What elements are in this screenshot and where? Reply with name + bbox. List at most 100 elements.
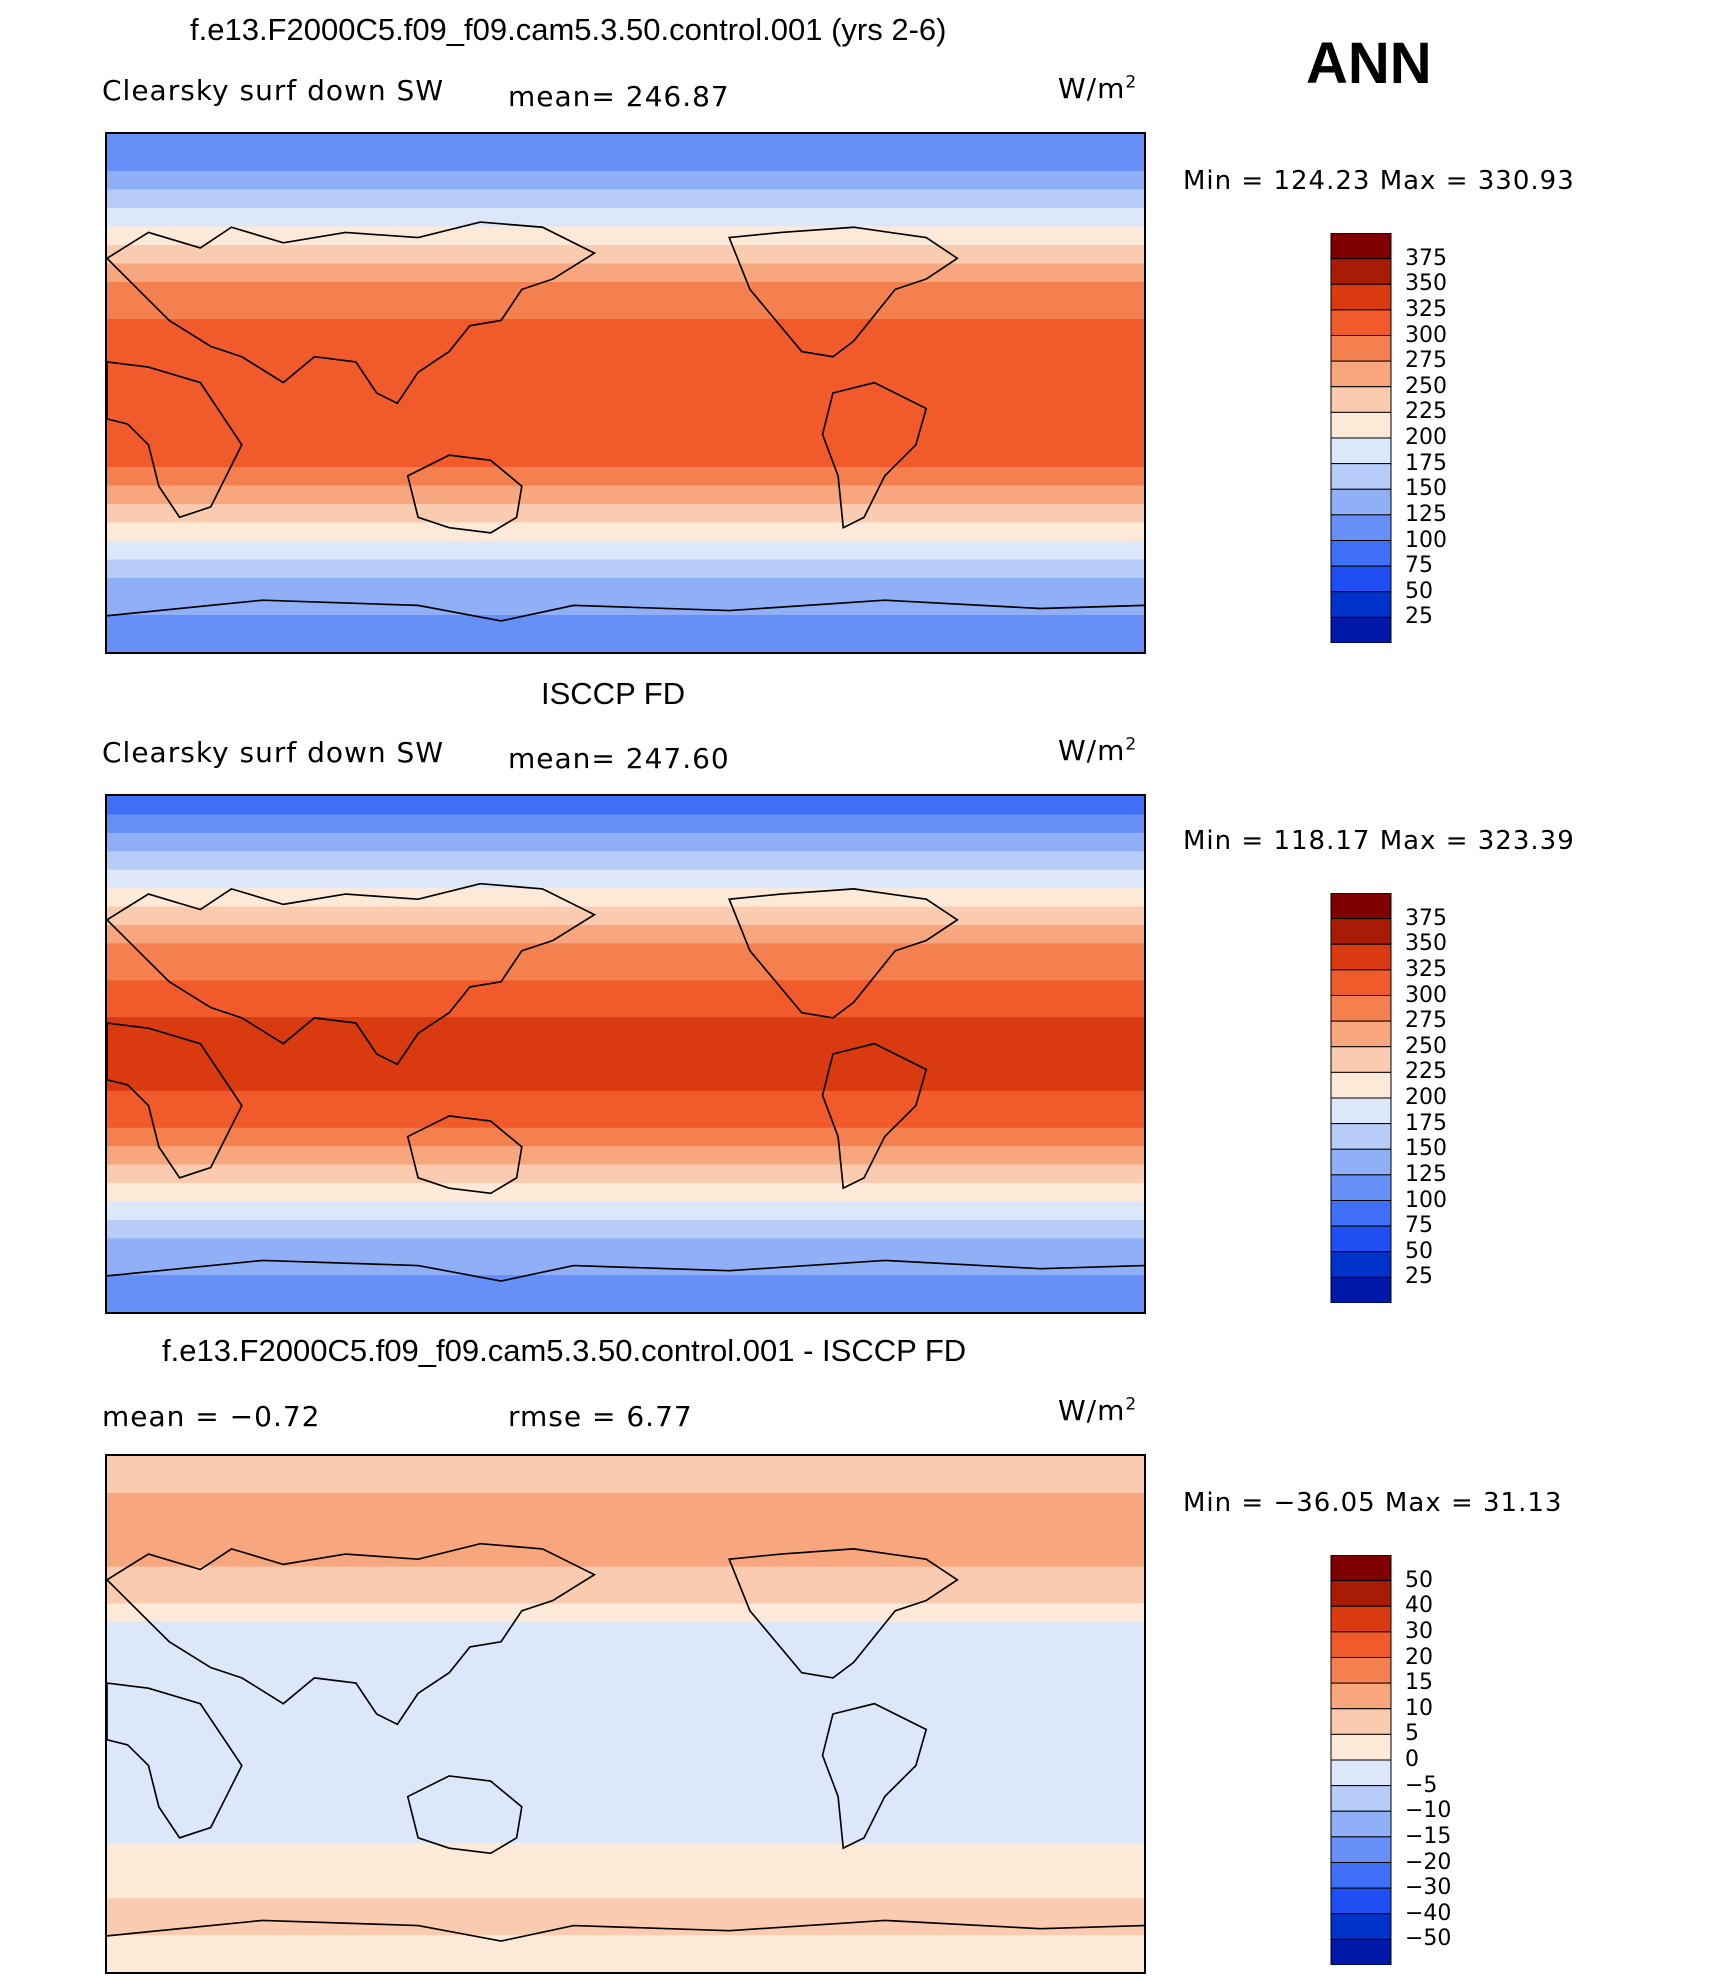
colorbar-tick-label: 5: [1405, 1721, 1419, 1747]
zonal-band: [107, 263, 1144, 283]
colorbar-tick-label: −20: [1405, 1849, 1452, 1875]
colorbar-box: [1330, 1148, 1392, 1176]
zonal-band: [107, 851, 1144, 871]
zonal-band: [107, 170, 1144, 191]
colorbar-tick-label: 100: [1405, 527, 1447, 553]
colorbar-box: [1330, 1759, 1392, 1787]
zonal-band: [107, 1621, 1144, 1641]
colorbar-box: [1330, 309, 1392, 337]
colorbar-box: [1330, 1071, 1392, 1099]
coastline: [406, 454, 523, 534]
panel1-variable: Clearsky surf down SW: [102, 74, 445, 107]
zonal-band: [107, 1953, 1144, 1972]
panel3-title: f.e13.F2000C5.f09_f09.cam5.3.50.control.…: [162, 1333, 967, 1368]
zonal-band: [107, 943, 1144, 963]
zonal-band: [107, 522, 1144, 542]
colorbar-tick-label: 375: [1405, 245, 1447, 271]
zonal-band: [107, 1183, 1144, 1203]
zonal-band: [107, 1275, 1144, 1295]
coastline: [107, 1919, 1144, 1942]
colorbar-box: [1330, 1174, 1392, 1202]
colorbar-tick-label: 325: [1405, 956, 1447, 982]
colorbar-tick-label: 20: [1405, 1644, 1433, 1670]
colorbar-tick-label: 200: [1405, 1085, 1447, 1110]
colorbar-box: [1330, 360, 1392, 388]
colorbar-box: [1330, 1785, 1392, 1812]
zonal-band: [107, 1843, 1144, 1863]
zonal-band: [107, 615, 1144, 635]
zonal-band: [107, 1787, 1144, 1807]
zonal-band: [107, 1054, 1144, 1074]
zonal-band: [107, 596, 1144, 616]
zonal-band: [107, 1640, 1144, 1660]
zonal-band: [107, 1677, 1144, 1697]
zonal-band: [107, 1695, 1144, 1715]
zonal-band: [107, 1511, 1144, 1531]
zonal-band: [107, 1456, 1144, 1476]
zonal-band: [107, 1658, 1144, 1678]
colorbar-box: [1330, 1605, 1392, 1633]
colorbar-tick-label: 75: [1405, 1213, 1433, 1239]
panel1-minmax: Min = 124.23 Max = 330.93: [1183, 166, 1575, 196]
zonal-band: [107, 1474, 1144, 1494]
zonal-band: [107, 906, 1144, 926]
colorbar-tick-label: 50: [1405, 578, 1433, 604]
zonal-band: [107, 1146, 1144, 1166]
zonal-band: [107, 1035, 1144, 1055]
zonal-band: [107, 1109, 1144, 1129]
panel2-title: ISCCP FD: [541, 676, 686, 711]
colorbar-box: [1330, 1631, 1392, 1659]
colorbar-box: [1330, 591, 1392, 618]
zonal-band: [107, 189, 1144, 209]
zonal-band: [107, 393, 1144, 413]
panel3-rmse: rmse = 6.77: [508, 1400, 693, 1433]
zonal-band: [107, 559, 1144, 579]
colorbar-box: [1330, 1708, 1392, 1735]
zonal-band: [107, 1769, 1144, 1789]
coastline: [728, 888, 959, 1019]
zonal-band: [107, 208, 1144, 228]
colorbar-tick-label: 150: [1405, 1136, 1447, 1162]
zonal-band: [107, 1201, 1144, 1221]
colorbar-box: [1330, 1123, 1392, 1150]
colorbar-box: [1330, 943, 1392, 971]
zonal-band: [107, 1256, 1144, 1276]
coastline: [821, 381, 928, 529]
colorbar-box: [1330, 463, 1392, 490]
zonal-band: [107, 1566, 1144, 1586]
coastline: [406, 1775, 523, 1855]
zonal-band: [107, 1090, 1144, 1110]
panel3-mean: mean = −0.72: [102, 1400, 321, 1433]
panel2-variable: Clearsky surf down SW: [102, 736, 445, 769]
colorbar-tick-label: 30: [1405, 1618, 1433, 1644]
colorbar-tick-label: 250: [1405, 373, 1447, 399]
zonal-band: [107, 1164, 1144, 1184]
colorbar-tick-label: 200: [1405, 425, 1447, 450]
panel1-map: [105, 132, 1146, 654]
colorbar-tick-label: 300: [1405, 982, 1447, 1008]
colorbar-box: [1330, 283, 1392, 311]
colorbar-tick-label: 0: [1405, 1747, 1419, 1772]
zonal-band: [107, 1935, 1144, 1955]
zonal-band: [107, 633, 1144, 652]
colorbar-box: [1330, 539, 1392, 567]
colorbar-tick-label: 75: [1405, 553, 1433, 579]
colorbar-box: [1330, 1199, 1392, 1227]
colorbar-box: [1330, 334, 1392, 362]
zonal-band: [107, 1293, 1144, 1312]
colorbar-box: [1330, 1225, 1392, 1253]
zonal-band: [107, 832, 1144, 852]
zonal-band: [107, 1879, 1144, 1899]
colorbar-box: [1330, 565, 1392, 593]
coastline: [821, 1702, 928, 1850]
colorbar-box: [1330, 488, 1392, 516]
coastline: [107, 1542, 597, 1726]
colorbar-tick-label: 100: [1405, 1187, 1447, 1213]
zonal-band: [107, 300, 1144, 320]
colorbar-tick-label: 325: [1405, 296, 1447, 322]
colorbar-box: [1330, 969, 1392, 997]
zonal-band: [107, 1127, 1144, 1147]
colorbar-tick-label: 275: [1405, 1008, 1447, 1034]
colorbar-box: [1330, 411, 1392, 439]
colorbar-tick-label: 275: [1405, 348, 1447, 374]
